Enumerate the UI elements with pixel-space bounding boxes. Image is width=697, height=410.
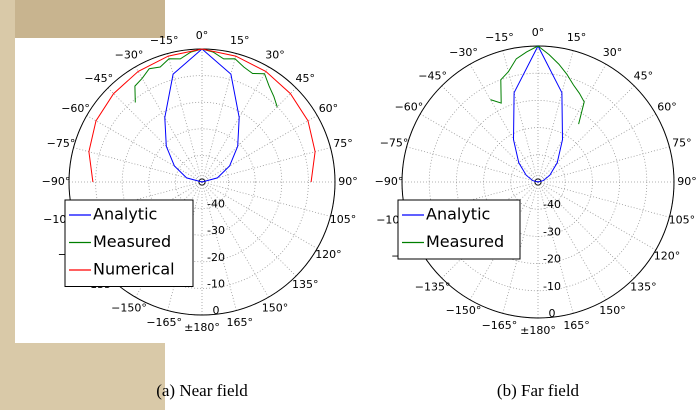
theta-tick-label: −75°	[47, 137, 76, 150]
grid-spoke	[201, 87, 297, 183]
photo-cover	[15, 38, 195, 343]
theta-tick-label: 60°	[319, 102, 339, 115]
theta-tick-label: −135°	[415, 280, 451, 293]
theta-tick-label: −150°	[446, 304, 482, 317]
theta-tick-label: 165°	[563, 319, 590, 332]
legend-label: Measured	[93, 232, 171, 251]
center-mark	[534, 178, 542, 186]
theta-tick-label: 165°	[227, 316, 254, 329]
grid-spoke	[201, 181, 331, 217]
theta-tick-label: 30°	[265, 49, 285, 62]
theta-tick-label: 15°	[567, 31, 587, 44]
r-tick-label: -10	[207, 277, 225, 290]
caption: (b) Far field	[497, 381, 580, 400]
grid-spoke	[73, 181, 203, 217]
theta-tick-label: 105°	[330, 213, 357, 226]
r-tick-label: -30	[207, 224, 225, 237]
theta-tick-label: 150°	[599, 304, 626, 317]
r-tick-label: -30	[543, 225, 561, 238]
theta-tick-label: 135°	[292, 278, 319, 291]
theta-tick-label: −60°	[395, 101, 424, 114]
theta-tick-label: −15°	[485, 31, 514, 44]
theta-tick-label: 105°	[669, 214, 696, 227]
grid-ring	[95, 75, 309, 289]
theta-tick-label: 45°	[634, 70, 654, 83]
legend-label: Analytic	[426, 205, 490, 224]
theta-tick-label: −165°	[146, 316, 182, 329]
grid-spoke	[86, 115, 203, 183]
r-tick-label: -20	[207, 251, 225, 264]
center-mark	[198, 178, 206, 186]
legend-label: Measured	[426, 232, 504, 251]
legend-box	[397, 199, 521, 260]
theta-tick-label: −75°	[380, 136, 409, 149]
grid-spoke	[201, 181, 269, 298]
grid-spoke	[73, 147, 203, 183]
theta-tick-label: 0°	[532, 26, 545, 39]
r-tick-label: 0	[213, 304, 220, 317]
grid-ring	[148, 128, 256, 236]
series-line	[88, 48, 316, 183]
grid-ring	[174, 154, 229, 209]
r-tick-label: -40	[543, 198, 561, 211]
legend-label: Numerical	[93, 260, 175, 279]
theta-tick-label: 0°	[196, 29, 209, 42]
r-tick-label: -20	[543, 253, 561, 266]
theta-tick-label: 75°	[672, 136, 692, 149]
grid-spoke	[107, 87, 203, 183]
grid-spoke	[201, 147, 331, 183]
r-tick-label: 0	[549, 307, 556, 320]
grid-spoke	[201, 115, 318, 183]
theta-tick-label: −45°	[418, 70, 447, 83]
theta-tick-label: ±180°	[520, 324, 556, 337]
r-tick-label: -40	[207, 198, 225, 211]
theta-tick-label: 150°	[262, 301, 289, 314]
grid-spoke	[167, 53, 203, 183]
theta-tick-label: 15°	[230, 34, 250, 47]
theta-tick-label: −165°	[482, 319, 518, 332]
theta-tick-label: 120°	[315, 248, 342, 261]
theta-tick-label: −15°	[150, 34, 179, 47]
r-tick-label: -10	[543, 280, 561, 293]
theta-tick-label: 90°	[677, 175, 697, 188]
theta-tick-label: −60°	[61, 102, 90, 115]
theta-tick-label: 75°	[333, 137, 353, 150]
photo-detail	[15, 0, 165, 38]
grid-spoke	[201, 66, 269, 183]
theta-tick-label: −90°	[375, 175, 404, 188]
legend-label: Analytic	[93, 205, 157, 224]
grid-ring	[121, 101, 283, 263]
grid-spoke	[201, 181, 318, 249]
theta-tick-label: −30°	[449, 46, 478, 59]
theta-tick-label: −150°	[111, 301, 147, 314]
theta-tick-label: −90°	[42, 175, 71, 188]
caption: (a) Near field	[156, 381, 248, 400]
series-line	[490, 45, 585, 125]
theta-tick-label: 45°	[295, 72, 315, 85]
theta-tick-label: 120°	[654, 250, 681, 263]
grid-spoke	[201, 181, 237, 311]
theta-tick-label: −45°	[84, 72, 113, 85]
theta-tick-label: −30°	[115, 49, 144, 62]
theta-tick-label: 135°	[630, 280, 657, 293]
grid-spoke	[201, 181, 297, 277]
grid-spoke	[135, 66, 203, 183]
theta-tick-label: 60°	[657, 101, 677, 114]
theta-tick-label: 90°	[338, 175, 358, 188]
grid-spoke	[201, 53, 237, 183]
theta-tick-label: 30°	[603, 46, 623, 59]
theta-tick-label: ±180°	[184, 321, 220, 334]
